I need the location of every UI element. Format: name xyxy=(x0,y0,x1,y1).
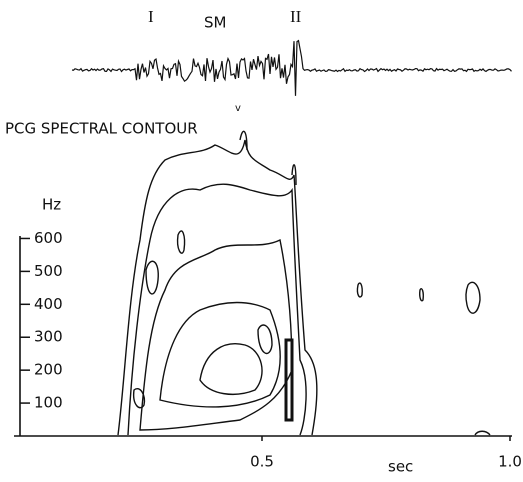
x-axis-label: sec xyxy=(388,458,413,476)
y-tick-label: 600 xyxy=(34,229,63,247)
y-axis-label: Hz xyxy=(42,196,61,214)
y-tick-label: 400 xyxy=(34,295,63,313)
annotation-marker: v xyxy=(235,103,241,114)
y-tick-label: 200 xyxy=(34,361,63,379)
y-tick-label: 500 xyxy=(34,262,63,280)
annotation-sm: SM xyxy=(204,14,226,32)
x-tick-label: 0.5 xyxy=(250,453,274,471)
chart-title: PCG SPECTRAL CONTOUR xyxy=(5,120,198,138)
annotation-s1: I xyxy=(148,7,154,26)
y-tick-label: 300 xyxy=(34,328,63,346)
contours xyxy=(117,130,491,436)
y-tick-label: 100 xyxy=(34,394,63,412)
waveform xyxy=(71,39,512,96)
x-tick-label: 1.0 xyxy=(498,453,522,471)
annotation-s2: II xyxy=(290,7,302,26)
